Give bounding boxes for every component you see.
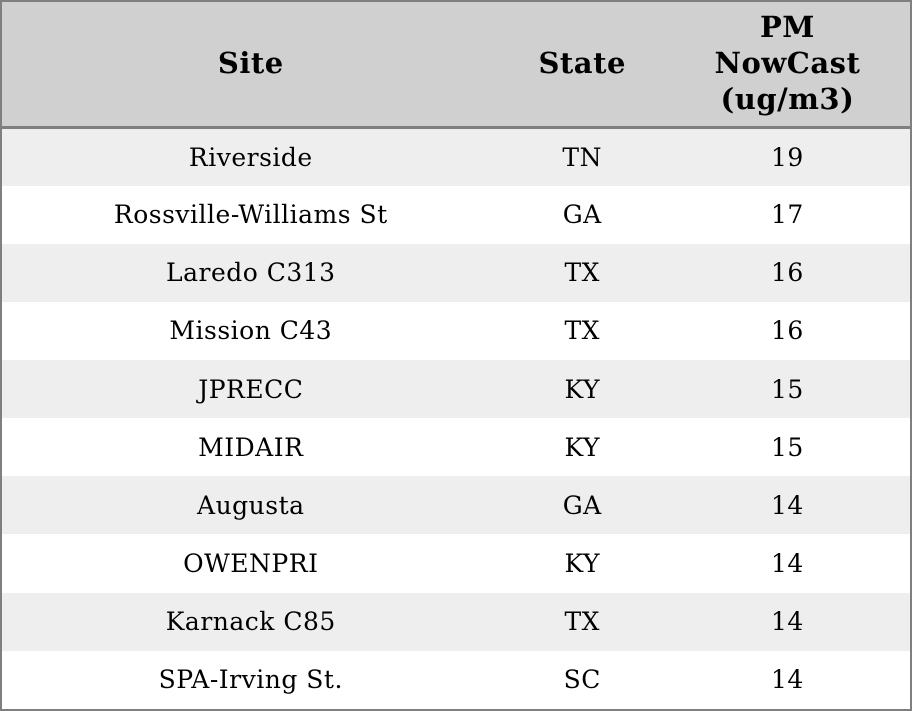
pm-nowcast-cell: 14: [771, 607, 804, 637]
table-body: Riverside TN 19 Rossville-Williams St GA 17 La…: [2, 127, 910, 709]
site-cell: Karnack C85: [165, 607, 336, 637]
site-cell: Mission C43: [169, 316, 333, 346]
table-row: MIDAIR KY 15: [2, 418, 910, 477]
table-row: Rossville-Williams St GA 17: [2, 185, 910, 244]
table-row: Mission C43 TX 16: [2, 301, 910, 361]
table-row: Augusta GA 14: [2, 476, 910, 535]
pm-nowcast-cell: 19: [771, 142, 804, 172]
site-cell: Rossville-Williams St: [113, 200, 388, 230]
pm-nowcast-cell: 16: [771, 258, 804, 288]
table-row: OWENPRI KY 14: [2, 534, 910, 593]
site-cell: Riverside: [188, 142, 313, 172]
pm-nowcast-cell: 15: [771, 374, 804, 404]
state-cell: GA: [562, 490, 602, 520]
state-cell: TX: [564, 258, 600, 288]
column-header-pm-nowcast: PM NowCast (ug/m3): [664, 2, 910, 129]
state-cell: GA: [562, 200, 602, 230]
pm-nowcast-cell: 14: [771, 549, 804, 579]
state-cell: KY: [564, 432, 600, 462]
pm-nowcast-cell: 17: [771, 200, 804, 230]
column-header-state: State: [499, 2, 665, 129]
table-row: SPA-Irving St. SC 14: [2, 650, 910, 709]
site-cell: OWENPRI: [183, 549, 319, 579]
header-row: Site State PM NowCast (ug/m3): [2, 2, 910, 129]
state-cell: TX: [564, 316, 600, 346]
table-row: Karnack C85 TX 14: [2, 592, 910, 651]
site-cell: JPRECC: [198, 374, 304, 404]
pm-nowcast-cell: 15: [771, 432, 804, 462]
state-cell: SC: [563, 665, 601, 695]
state-cell: KY: [564, 549, 600, 579]
pm-nowcast-cell: 14: [771, 665, 804, 695]
state-cell: TN: [562, 142, 602, 172]
table-header: Site State PM NowCast (ug/m3): [2, 2, 910, 129]
table-row: Laredo C313 TX 16: [2, 243, 910, 302]
table-row: Riverside TN 19: [2, 127, 910, 186]
pm-nowcast-cell: 14: [771, 490, 804, 520]
site-cell: MIDAIR: [198, 432, 304, 462]
site-cell: Augusta: [197, 490, 305, 520]
state-cell: KY: [564, 374, 600, 404]
site-cell: SPA-Irving St.: [158, 665, 343, 695]
site-cell: Laredo C313: [165, 258, 336, 288]
table-row: JPRECC KY 15: [2, 360, 910, 419]
pm-nowcast-cell: 16: [771, 316, 804, 346]
column-header-site: Site: [2, 2, 500, 129]
state-cell: TX: [564, 607, 600, 637]
